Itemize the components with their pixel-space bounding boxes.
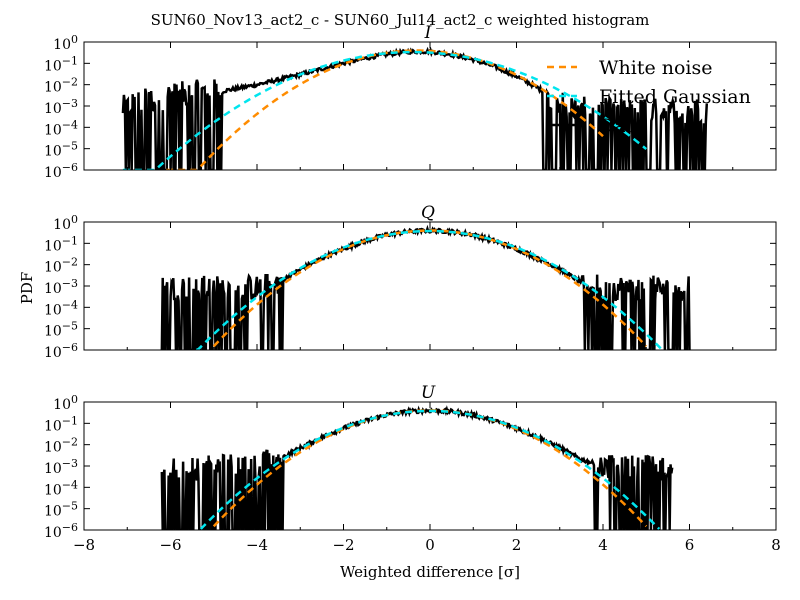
y-tick-label: 10−1 [44,234,78,254]
panel-title: U [421,383,436,403]
y-axis-label: PDF [18,272,36,305]
panel-title: Q [421,203,435,223]
y-tick-label: 10−1 [44,414,78,434]
y-tick-label: 10−5 [44,500,78,520]
x-tick-label: −6 [159,536,181,554]
x-tick-label: 8 [771,536,781,554]
x-tick-label: −8 [73,536,95,554]
x-tick-label: 6 [685,536,695,554]
y-tick-label: 10−2 [44,76,78,96]
y-tick-label: 10−4 [44,118,78,138]
legend: White noise Fitted Gaussian Data [547,57,751,137]
series-data [160,405,674,530]
y-tick-label: 10−3 [44,457,78,477]
panel-u: −8 −6 −4 −2 0 2 4 6 8 10010−110−210−310−410−510−6… [44,383,781,554]
y-tick-label: 10−3 [44,277,78,297]
y-tick-label: 100 [53,393,78,413]
legend-label: Data [599,115,645,137]
y-tick-label: 100 [53,213,78,233]
legend-label: Fitted Gaussian [599,86,751,108]
y-tick-label: 10−5 [44,140,78,160]
y-tick-label: 10−3 [44,97,78,117]
series-white-noise [166,49,604,170]
x-tick-label: −4 [246,536,268,554]
panels: 10010−110−210−310−410−510−6I10010−110−21… [44,23,781,554]
series-fitted-gaussian [195,229,665,350]
y-tick-label: 10−4 [44,298,78,318]
panel-title: I [424,23,432,43]
x-tick-label: −2 [332,536,354,554]
y-tick-label: 10−2 [44,436,78,456]
figure-suptitle: SUN60_Nov13_act2_c - SUN60_Jul14_act2_c … [151,11,650,29]
y-tick-label: 10−1 [44,54,78,74]
x-axis-label: Weighted difference [σ] [340,563,520,581]
y-tick-label: 10−2 [44,256,78,276]
series-fitted-gaussian [122,50,648,170]
plot-area [121,46,709,170]
plot-area [160,405,674,530]
x-tick-label: 4 [598,536,608,554]
y-tick-label: 10−6 [44,341,78,361]
x-tick-label: 2 [512,536,522,554]
y-tick-label: 10−5 [44,320,78,340]
plot-area [160,224,691,350]
legend-label: White noise [599,57,713,79]
series-data [160,224,691,350]
y-tick-label: 10−4 [44,478,78,498]
x-tick-label: 0 [425,536,435,554]
y-tick-label: 100 [53,33,78,53]
y-tick-label: 10−6 [44,521,78,541]
series-fitted-gaussian [199,409,661,530]
y-tick-label: 10−6 [44,161,78,181]
